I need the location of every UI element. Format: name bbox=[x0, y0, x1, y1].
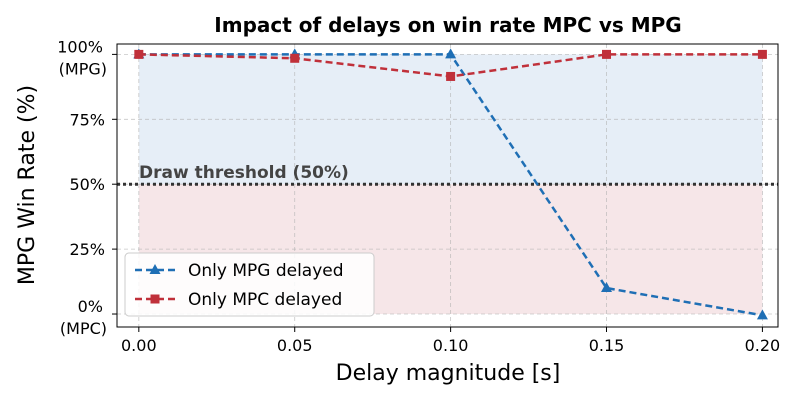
plot-frame bbox=[116, 43, 779, 328]
y-tick-label: 100% bbox=[57, 37, 103, 56]
y-axis-label: MPG Win Rate (%) bbox=[15, 85, 40, 285]
data-point bbox=[601, 282, 613, 293]
series-layer bbox=[133, 48, 768, 320]
x-axis-label: Delay magnitude [s] bbox=[336, 361, 561, 386]
legend-marker bbox=[150, 294, 160, 304]
legend-label: Only MPG delayed bbox=[188, 261, 344, 281]
y-tick-label: 75% bbox=[69, 110, 105, 129]
y-tick-sublabel: (MPG) bbox=[59, 59, 107, 78]
y-tick-sublabel: (MPC) bbox=[60, 319, 107, 338]
tick-labels: 0.00 0.05 0.10 0.15 0.20 0% (MPC) 25% 50% 75% 100%… bbox=[57, 37, 780, 355]
data-point bbox=[290, 53, 300, 63]
x-tick-label: 0.20 bbox=[745, 336, 781, 355]
x-tick-label: 0.15 bbox=[589, 336, 625, 355]
legend: Only MPG delayed Only MPC delayed bbox=[124, 252, 375, 317]
data-point bbox=[446, 71, 456, 81]
x-tick-label: 0.10 bbox=[433, 336, 469, 355]
legend-box bbox=[124, 252, 375, 317]
data-point bbox=[756, 309, 768, 320]
y-tick-label: 0% bbox=[78, 297, 103, 316]
legend-label: Only MPC delayed bbox=[188, 290, 342, 310]
x-tick-label: 0.05 bbox=[277, 336, 313, 355]
axes bbox=[112, 43, 779, 332]
data-point bbox=[602, 49, 612, 59]
threshold-annotation: Draw threshold (50%) bbox=[139, 163, 349, 183]
data-point bbox=[445, 48, 457, 59]
data-point bbox=[134, 49, 144, 59]
y-tick-label: 50% bbox=[69, 175, 105, 194]
chart-title: Impact of delays on win rate MPC vs MPG bbox=[214, 13, 681, 37]
x-tick-label: 0.00 bbox=[121, 336, 157, 355]
legend-marker bbox=[149, 264, 161, 274]
y-tick-label: 25% bbox=[69, 240, 105, 259]
series-only-mpc-delayed bbox=[134, 49, 767, 81]
data-point bbox=[757, 49, 767, 59]
